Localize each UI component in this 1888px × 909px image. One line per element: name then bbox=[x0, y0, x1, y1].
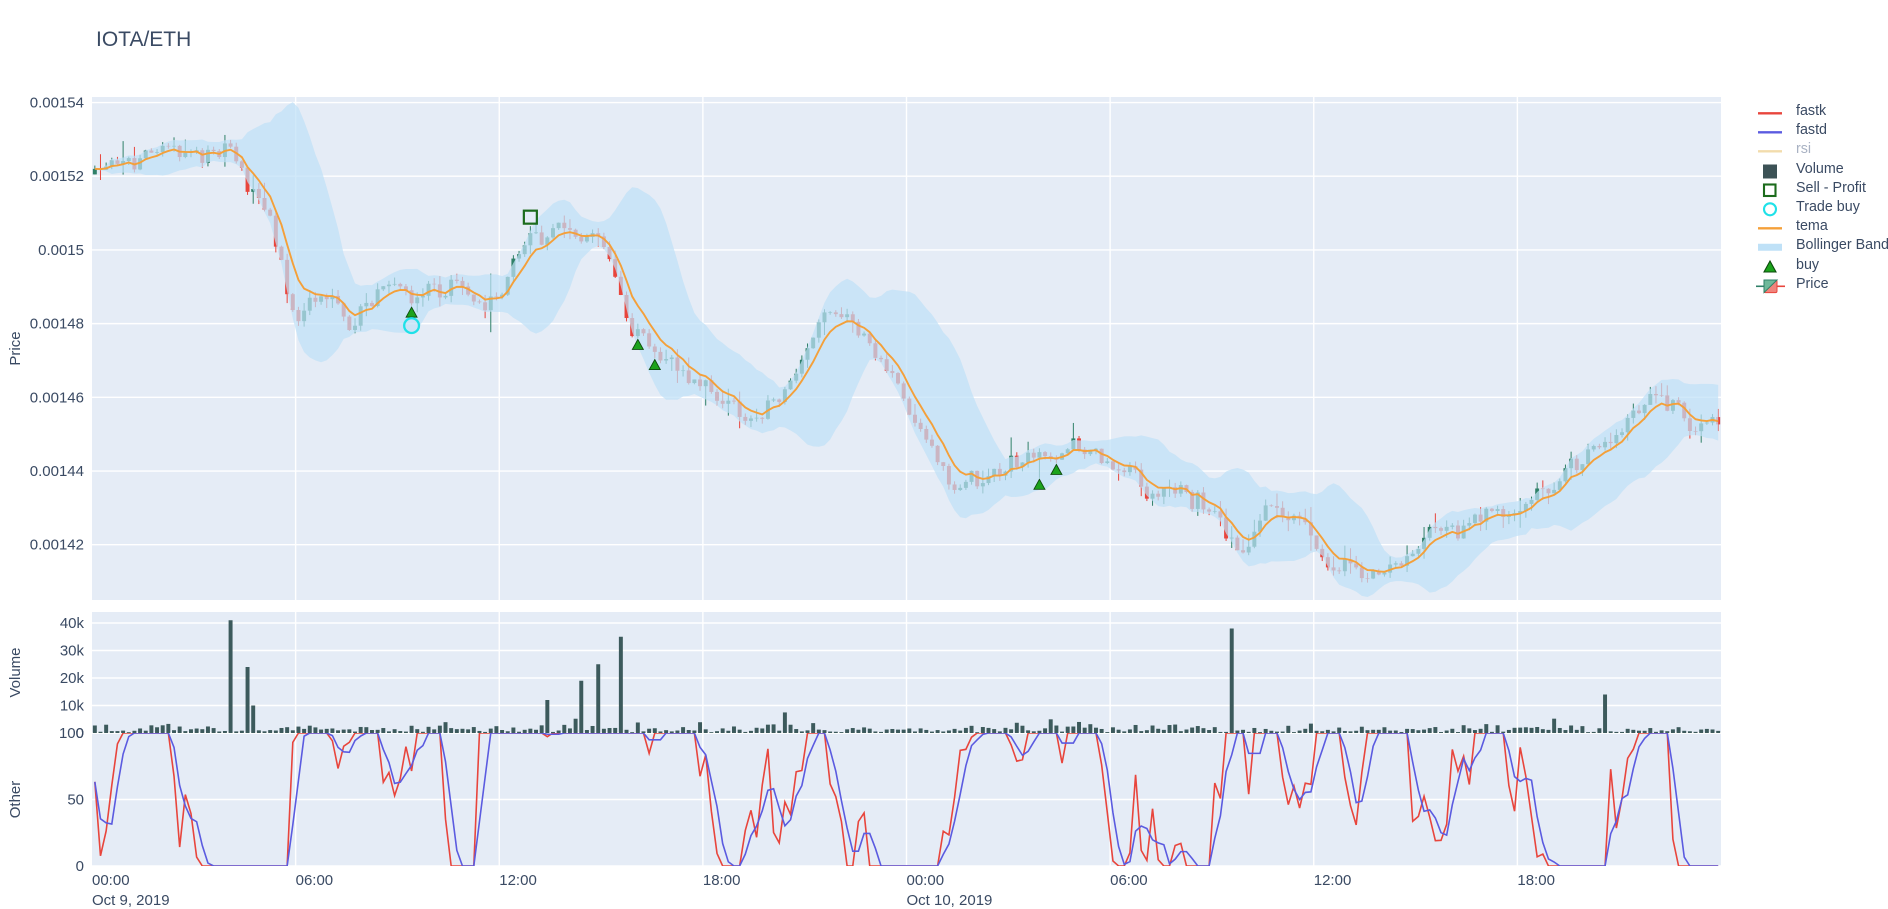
svg-text:50: 50 bbox=[67, 792, 84, 809]
svg-text:10k: 10k bbox=[60, 698, 85, 715]
svg-text:12:00: 12:00 bbox=[499, 872, 537, 889]
svg-text:06:00: 06:00 bbox=[296, 872, 334, 889]
svg-text:Oct 10, 2019: Oct 10, 2019 bbox=[907, 892, 993, 909]
svg-text:40k: 40k bbox=[60, 615, 85, 632]
svg-text:0.00154: 0.00154 bbox=[30, 95, 84, 112]
svg-text:00:00: 00:00 bbox=[92, 872, 130, 889]
svg-text:Volume: Volume bbox=[7, 647, 24, 697]
svg-text:Price: Price bbox=[7, 331, 24, 365]
svg-text:00:00: 00:00 bbox=[907, 872, 945, 889]
svg-text:0.00146: 0.00146 bbox=[30, 389, 84, 406]
svg-text:06:00: 06:00 bbox=[1110, 872, 1148, 889]
svg-text:0.0015: 0.0015 bbox=[38, 242, 84, 259]
svg-text:0.00142: 0.00142 bbox=[30, 537, 84, 554]
svg-text:12:00: 12:00 bbox=[1314, 872, 1352, 889]
svg-text:18:00: 18:00 bbox=[1517, 872, 1555, 889]
svg-text:0.00148: 0.00148 bbox=[30, 316, 84, 333]
svg-text:100: 100 bbox=[59, 725, 84, 742]
svg-text:0.00152: 0.00152 bbox=[30, 168, 84, 185]
svg-text:30k: 30k bbox=[60, 643, 85, 660]
svg-text:Other: Other bbox=[7, 781, 24, 819]
svg-text:0: 0 bbox=[76, 858, 84, 875]
svg-text:0.00144: 0.00144 bbox=[30, 463, 84, 480]
svg-text:20k: 20k bbox=[60, 670, 85, 687]
svg-text:18:00: 18:00 bbox=[703, 872, 741, 889]
svg-text:Oct 9, 2019: Oct 9, 2019 bbox=[92, 892, 170, 909]
